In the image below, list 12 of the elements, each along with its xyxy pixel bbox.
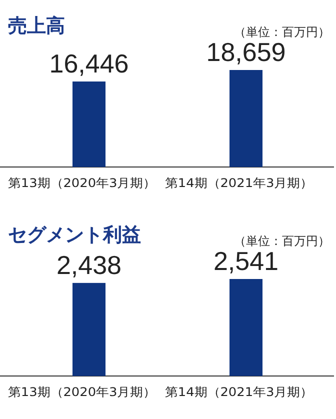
x-tick-label: 第14期（2021年3月期） — [165, 385, 313, 399]
chart-subtitle: （単位：百万円） — [234, 25, 330, 39]
data-label: 18,659 — [206, 37, 286, 67]
chart-subtitle: （単位：百万円） — [234, 234, 330, 248]
data-label: 16,446 — [49, 48, 129, 79]
chart-title: 売上高 — [8, 15, 65, 37]
x-tick-label: 第14期（2021年3月期） — [165, 176, 313, 190]
x-tick-label: 第13期（2020年3月期） — [8, 176, 156, 190]
data-label: 2,438 — [56, 250, 122, 280]
chart-title: セグメント利益 — [8, 224, 141, 246]
x-tick-label: 第13期（2020年3月期） — [8, 385, 156, 399]
data-label: 2,541 — [213, 246, 279, 276]
